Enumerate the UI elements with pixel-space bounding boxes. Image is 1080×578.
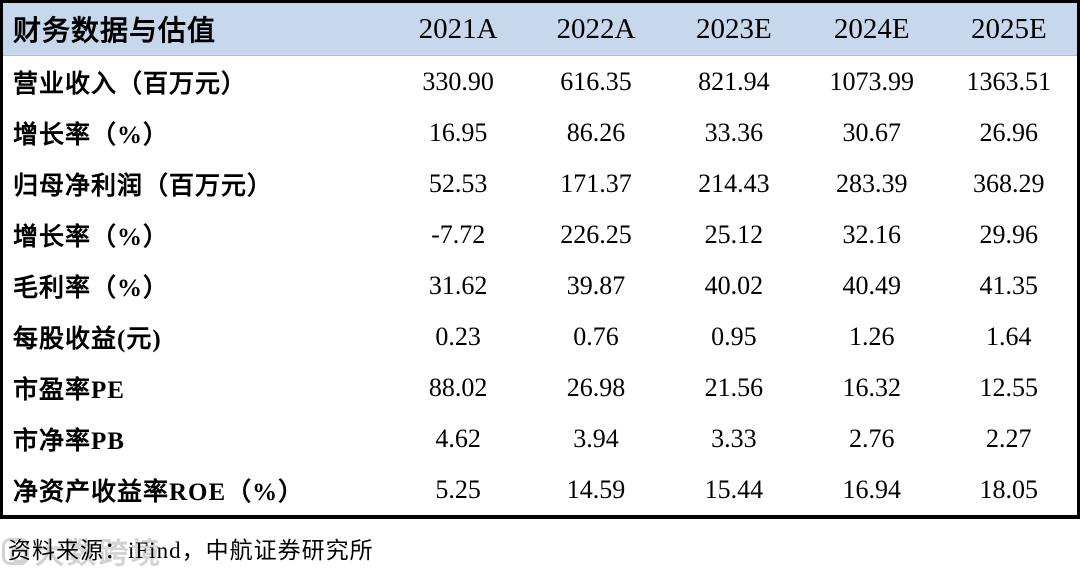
table-row: 市盈率PE 88.02 26.98 21.56 16.32 12.55 (2, 362, 1079, 413)
cell-value: 616.35 (560, 66, 632, 96)
row-label: 营业收入（百万元） (13, 70, 248, 98)
row-label: 净资产收益率ROE（%） (13, 478, 305, 506)
cell-value: 15.44 (704, 474, 764, 504)
table-header-row: 财务数据与估值 2021A 2022A 2023E 2024E 2025E (1, 0, 1079, 56)
cell-value: 31.62 (428, 270, 488, 300)
source-note: 资料来源：iFind，中航证券研究所 (8, 538, 374, 563)
cell-value: 40.49 (842, 270, 901, 300)
cell-value: 0.76 (573, 321, 619, 351)
row-label: 市盈率PE (13, 376, 125, 404)
table-row: 市净率PB 4.62 3.94 3.33 2.76 2.27 (2, 413, 1079, 464)
cell-value: 21.56 (704, 372, 764, 402)
cell-value: 171.37 (560, 168, 632, 198)
cell-value: 33.36 (704, 117, 764, 147)
cell-value: 1073.99 (829, 66, 914, 96)
cell-value: 29.96 (979, 219, 1039, 249)
table-row: 营业收入（百万元） 330.90 616.35 821.94 1073.99 1363.5… (2, 56, 1079, 108)
cell-value: 18.05 (979, 474, 1039, 504)
cell-value: 3.33 (711, 423, 757, 453)
cell-value: 2.27 (986, 423, 1032, 453)
cell-value: 14.59 (566, 474, 626, 504)
cell-value: -7.72 (431, 219, 486, 249)
cell-value: 12.55 (979, 372, 1039, 402)
cell-value: 368.29 (973, 168, 1045, 198)
cell-value: 4.62 (435, 423, 481, 453)
column-header-2021: 2021A (389, 0, 528, 56)
financial-valuation-table: 财务数据与估值 2021A 2022A 2023E 2024E 2025E 营业… (0, 0, 1080, 519)
cell-value: 1.64 (986, 321, 1032, 351)
cell-value: 16.32 (842, 372, 901, 402)
cell-value: 16.95 (428, 117, 488, 147)
cell-value: 86.26 (566, 117, 626, 147)
cell-value: 26.96 (979, 117, 1039, 147)
cell-value: 330.90 (422, 66, 494, 96)
cell-value: 226.25 (560, 219, 632, 249)
column-header-2022: 2022A (527, 0, 665, 56)
table-row: 增长率（%） 16.95 86.26 33.36 30.67 26.96 (2, 107, 1079, 158)
column-header-2023: 2023E (664, 0, 803, 56)
table-title: 财务数据与估值 (1, 0, 390, 56)
cell-value: 3.94 (573, 423, 619, 453)
cell-value: 25.12 (704, 219, 764, 249)
cell-value: 5.25 (435, 474, 481, 504)
column-header-2025: 2025E (940, 0, 1079, 56)
table-row: 毛利率（%） 31.62 39.87 40.02 40.49 41.35 (2, 260, 1079, 311)
cell-value: 1.26 (848, 321, 895, 351)
row-label: 增长率（%） (13, 223, 170, 251)
row-label: 每股收益(元) (13, 325, 162, 353)
table-row: 增长率（%） -7.72 226.25 25.12 32.16 29.96 (2, 209, 1079, 260)
column-header-2024: 2024E (802, 0, 941, 56)
table-row: 归母净利润（百万元） 52.53 171.37 214.43 283.39 368.29 (2, 158, 1079, 209)
row-label: 毛利率（%） (13, 274, 170, 302)
cell-value: 1363.51 (966, 66, 1052, 96)
cell-value: 214.43 (698, 168, 770, 198)
cell-value: 40.02 (704, 270, 764, 300)
cell-value: 52.53 (428, 168, 488, 198)
row-label: 市净率PB (13, 427, 125, 455)
table-body: 营业收入（百万元） 330.90 616.35 821.94 1073.99 1363.5… (2, 56, 1079, 518)
cell-value: 821.94 (698, 66, 770, 96)
table-row: 净资产收益率ROE（%） 5.25 14.59 15.44 16.94 18.05 (2, 464, 1079, 517)
cell-value: 16.94 (842, 474, 901, 504)
row-label: 增长率（%） (13, 121, 170, 149)
cell-value: 0.23 (435, 321, 481, 351)
cell-value: 32.16 (842, 219, 901, 249)
cell-value: 0.95 (711, 321, 757, 351)
table-row: 每股收益(元) 0.23 0.76 0.95 1.26 1.64 (2, 311, 1079, 362)
row-label: 归母净利润（百万元） (13, 172, 274, 200)
cell-value: 30.67 (842, 117, 901, 147)
cell-value: 88.02 (428, 372, 488, 402)
cell-value: 283.39 (835, 168, 908, 198)
cell-value: 41.35 (979, 270, 1039, 300)
cell-value: 39.87 (566, 270, 626, 300)
cell-value: 26.98 (566, 372, 626, 402)
cell-value: 2.76 (848, 423, 895, 453)
